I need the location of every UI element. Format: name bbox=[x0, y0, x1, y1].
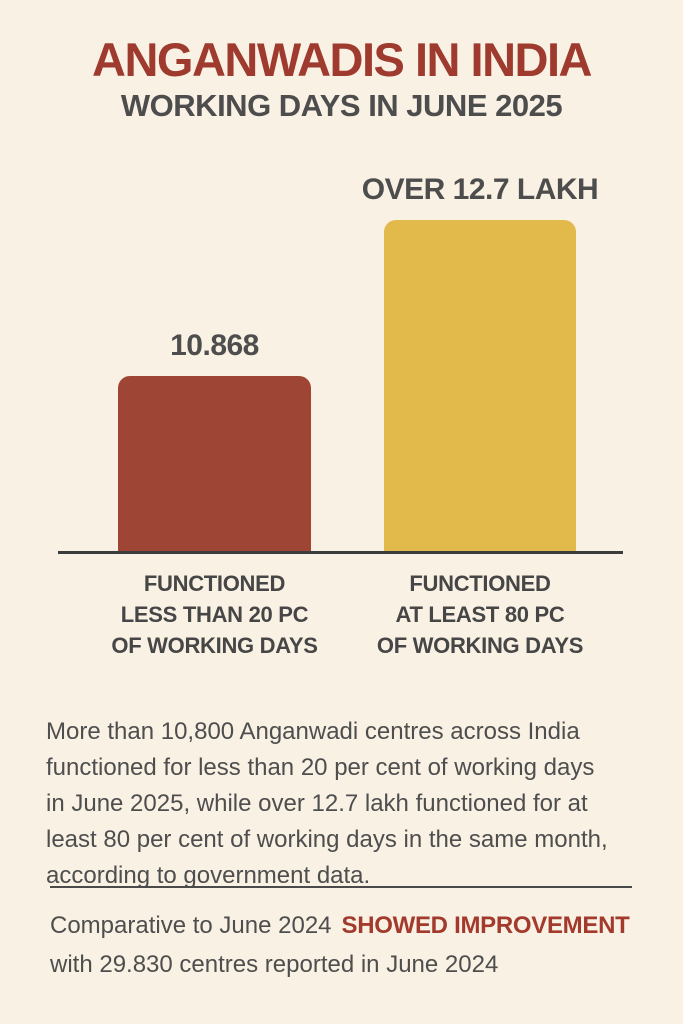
page-subtitle: WORKING DAYS IN JUNE 2025 bbox=[120, 87, 563, 123]
bar-value-label: 10.868 bbox=[170, 329, 259, 362]
bar-less-than-20pc bbox=[118, 376, 311, 551]
bar-value-label: OVER 12.7 LAKH bbox=[361, 173, 599, 206]
footer-line1-highlight: SHOWED IMPROVEMENT bbox=[341, 912, 630, 939]
bar-group-at-least-80pc: OVER 12.7 LAKH bbox=[362, 173, 599, 551]
category-labels: FUNCTIONED LESS THAN 20 PC OF WORKING DA… bbox=[58, 568, 623, 668]
bar-group-less-than-20pc: 10.868 bbox=[118, 329, 311, 551]
body-paragraph: More than 10,800 Anganwadi centres acros… bbox=[46, 718, 608, 889]
footer-line1-prefix: Comparative to June 2024 bbox=[50, 912, 332, 939]
category-label-at-least-80pc: FUNCTIONED AT LEAST 80 PC OF WORKING DAY… bbox=[376, 571, 584, 658]
footer-line-1: Comparative to June 2024 SHOWED IMPROVEME… bbox=[50, 906, 655, 945]
page-title: ANGANWADIS IN INDIA bbox=[92, 33, 592, 86]
category-label-less-than-20pc: FUNCTIONED LESS THAN 20 PC OF WORKING DA… bbox=[111, 571, 318, 658]
bar-at-least-80pc bbox=[384, 220, 576, 551]
footer-note: Comparative to June 2024 SHOWED IMPROVEME… bbox=[50, 906, 655, 984]
bar-chart: 10.868 OVER 12.7 LAKH bbox=[58, 160, 623, 554]
footer-line-2: with 29.830 centres reported in June 202… bbox=[50, 951, 499, 978]
footer-divider bbox=[50, 886, 632, 888]
